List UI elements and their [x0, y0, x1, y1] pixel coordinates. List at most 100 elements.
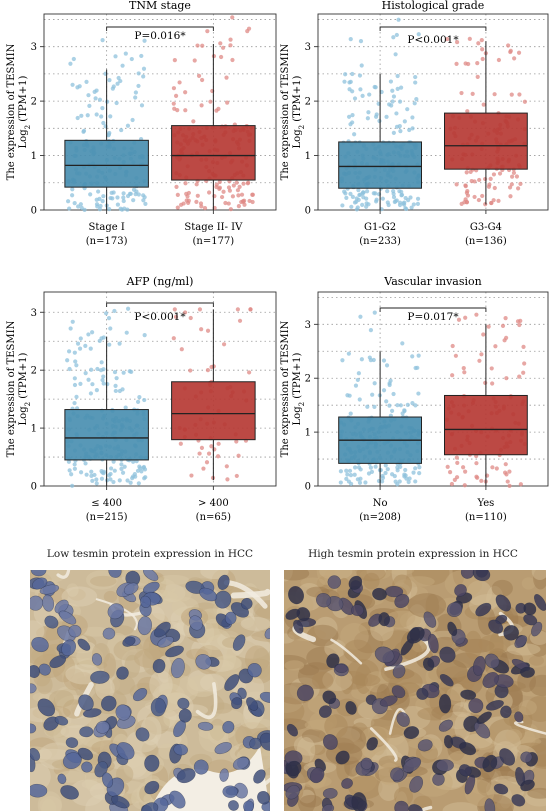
- data-point: [372, 381, 377, 386]
- data-point: [175, 107, 180, 113]
- data-point: [347, 468, 353, 473]
- data-point: [521, 370, 526, 375]
- data-point: [342, 189, 347, 194]
- cell-nucleus: [296, 684, 314, 702]
- data-point: [212, 447, 217, 452]
- sinusoid: [330, 638, 363, 665]
- cell-nucleus: [351, 604, 364, 617]
- cell-nucleus: [475, 602, 492, 617]
- data-point: [139, 103, 145, 108]
- cell-nucleus: [285, 760, 302, 777]
- data-point: [354, 199, 359, 204]
- data-point: [66, 459, 72, 464]
- data-point: [241, 199, 246, 204]
- data-point: [195, 43, 200, 48]
- cell-nucleus: [222, 720, 235, 734]
- data-point: [350, 89, 355, 94]
- data-point: [69, 472, 74, 477]
- cell-nucleus: [345, 701, 357, 715]
- cytoplasm: [103, 590, 118, 603]
- cell-nucleus: [484, 653, 500, 669]
- data-point: [359, 357, 364, 362]
- data-point: [368, 328, 374, 333]
- data-point: [372, 310, 377, 315]
- data-point: [70, 82, 75, 87]
- y-tick-label: 3: [31, 42, 37, 53]
- data-point: [189, 473, 194, 478]
- data-point: [450, 343, 455, 349]
- cytoplasm: [407, 593, 447, 618]
- data-point: [142, 38, 147, 43]
- data-point: [218, 41, 223, 46]
- data-point: [84, 472, 89, 477]
- data-point: [107, 207, 112, 212]
- category-label: ≤ 400: [91, 498, 122, 509]
- data-point: [521, 344, 526, 349]
- data-point: [226, 201, 231, 206]
- data-point: [358, 314, 363, 319]
- data-point: [204, 460, 210, 465]
- cell-nucleus: [152, 658, 166, 674]
- data-point: [518, 482, 523, 487]
- data-point: [67, 366, 72, 372]
- data-point: [358, 476, 363, 481]
- data-point: [248, 307, 253, 312]
- data-point: [250, 192, 255, 197]
- y-tick-label: 3: [31, 308, 37, 319]
- data-point: [89, 469, 94, 474]
- y-tick-label: 2: [31, 97, 37, 108]
- data-point: [70, 193, 75, 198]
- data-point: [403, 195, 408, 201]
- cell-nucleus: [115, 704, 131, 721]
- data-point: [492, 185, 497, 191]
- data-point: [112, 369, 118, 375]
- cell-nucleus: [177, 697, 190, 710]
- data-point: [178, 441, 183, 446]
- cell-nucleus: [403, 726, 420, 739]
- data-point: [413, 74, 418, 80]
- data-point: [486, 184, 492, 189]
- data-point: [199, 204, 204, 209]
- cell-nucleus: [140, 595, 152, 609]
- category-label: G1-G2: [364, 222, 396, 233]
- data-point: [410, 115, 415, 120]
- cell-nucleus: [394, 593, 410, 609]
- sinusoid: [223, 580, 268, 609]
- cell-nucleus: [197, 721, 214, 731]
- data-point: [357, 397, 362, 402]
- cell-nucleus: [416, 687, 429, 700]
- data-point: [202, 206, 208, 211]
- data-point: [518, 181, 523, 186]
- data-point: [380, 475, 386, 481]
- box-group-1: Stage I (n=173): [64, 37, 149, 247]
- data-point: [475, 74, 480, 80]
- data-point: [72, 350, 77, 355]
- cell-nucleus: [372, 587, 387, 601]
- data-point: [115, 195, 120, 200]
- data-point: [490, 381, 495, 386]
- data-point: [510, 174, 515, 179]
- data-point: [344, 195, 349, 200]
- data-point: [385, 189, 390, 194]
- cell-nucleus: [460, 570, 475, 579]
- data-point: [396, 17, 401, 22]
- significance-bracket: [379, 307, 487, 312]
- cytoplasm: [464, 630, 483, 660]
- cell-nucleus: [102, 772, 114, 788]
- data-point: [181, 201, 186, 206]
- data-point: [171, 336, 176, 341]
- data-point: [405, 402, 410, 407]
- cell-nucleus: [217, 574, 230, 590]
- p-value-label: P<0.001*: [134, 311, 186, 323]
- data-point: [83, 371, 88, 376]
- cell-nucleus: [30, 723, 37, 734]
- y-tick-label: 1: [305, 151, 311, 162]
- y-tick-label: 3: [305, 320, 311, 331]
- data-point: [72, 462, 77, 467]
- data-point: [96, 189, 101, 194]
- data-point: [470, 91, 475, 96]
- data-point: [139, 53, 144, 59]
- data-point: [208, 99, 213, 104]
- cell-nucleus: [439, 673, 454, 687]
- data-point: [199, 445, 205, 450]
